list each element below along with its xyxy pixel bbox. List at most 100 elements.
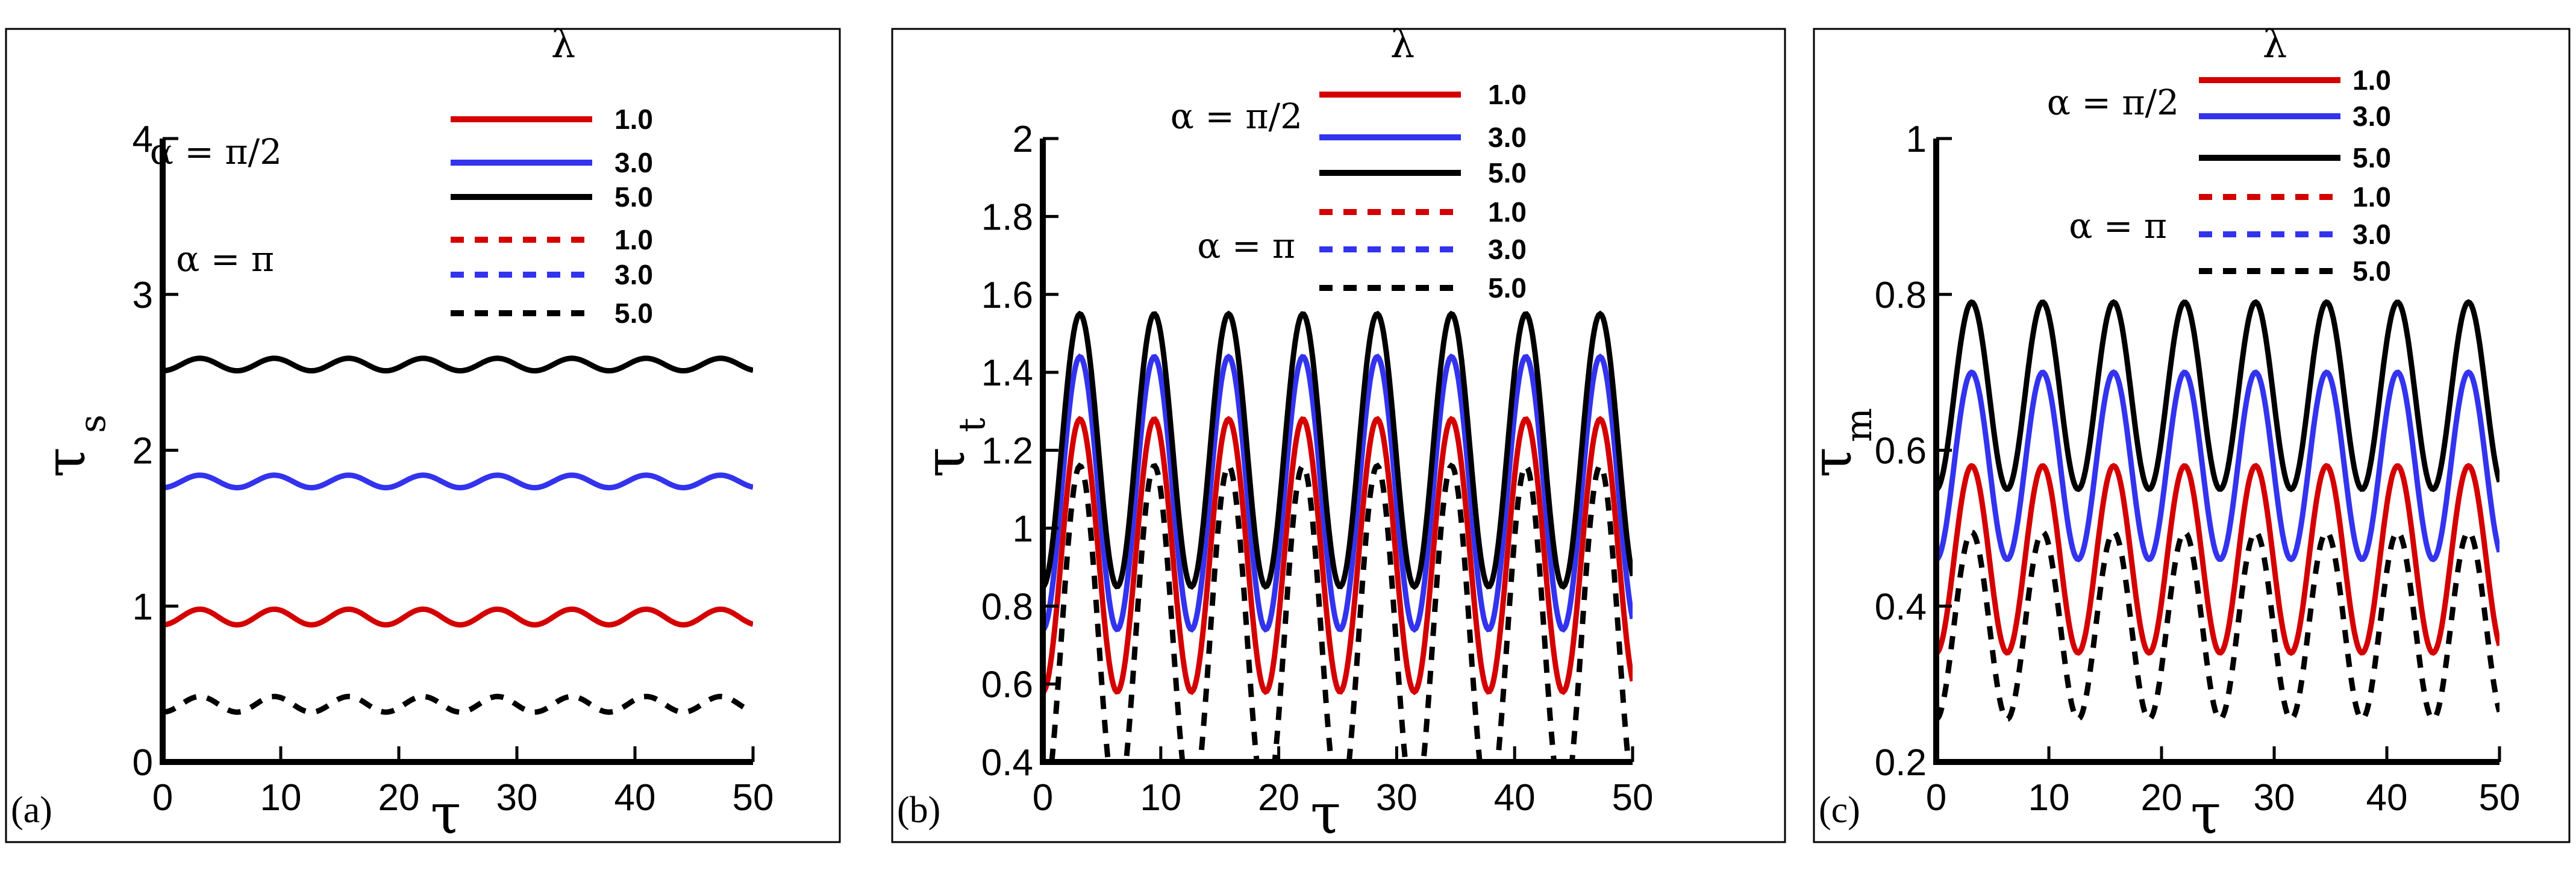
y-tick-label: 2 xyxy=(133,431,153,472)
x-tick-label: 50 xyxy=(733,777,774,819)
legend-entry-label: 1.0 xyxy=(1488,79,1527,110)
series-line-red-solid xyxy=(1043,416,1633,696)
legend: λ α = π/2 α = π 1.0 3.0 5.0 1.0 3.0 5.0 xyxy=(2047,22,2391,287)
legend-group-label: α = π/2 xyxy=(150,131,282,172)
legend-entry-label: 5.0 xyxy=(1488,157,1527,189)
y-axis-title-subscript: s xyxy=(72,414,114,433)
y-tick-label: 1.6 xyxy=(981,275,1033,316)
x-tick-label: 10 xyxy=(1140,777,1181,819)
panel-label: (a) xyxy=(11,790,52,831)
y-tick-label: 1 xyxy=(1906,119,1927,160)
series-line-blue-solid xyxy=(1936,369,2499,563)
legend-entry-label: 3.0 xyxy=(2352,101,2391,132)
y-tick-label: 1.2 xyxy=(981,431,1033,472)
legend-group-label: α = π/2 xyxy=(1171,96,1302,137)
legend-entry-label: 5.0 xyxy=(614,181,653,213)
legend-entry-label: 5.0 xyxy=(614,298,653,329)
legend-group-label: α = π xyxy=(2069,205,2167,246)
y-axis-title: τs xyxy=(33,414,114,478)
series-line-blue-solid xyxy=(163,472,753,491)
series-line-red-solid xyxy=(1936,463,2499,656)
legend-entry-label: 3.0 xyxy=(614,147,653,178)
legend-title: λ xyxy=(2263,22,2287,67)
y-tick-label: 1.8 xyxy=(981,196,1033,238)
x-tick-label: 40 xyxy=(1494,777,1536,819)
y-tick-label: 0.6 xyxy=(981,664,1033,706)
y-axis-title-symbol: τ xyxy=(913,447,977,478)
y-tick-label: 0 xyxy=(133,742,153,784)
legend-entry-label: 1.0 xyxy=(2352,181,2391,213)
series-line-blue-solid xyxy=(1043,353,1633,633)
legend-group-label: α = π xyxy=(1197,225,1295,266)
x-tick-label: 20 xyxy=(378,777,420,819)
legend-entry-label: 3.0 xyxy=(2352,219,2391,250)
y-axis-title: τt xyxy=(913,417,993,478)
y-tick-label: 1.4 xyxy=(981,352,1033,394)
panel-b: 0 10 20 30 40 500.40.60.811.21.41.61.82ττt(b)… xyxy=(891,22,1786,846)
x-tick-label: 10 xyxy=(2028,777,2070,819)
legend-title: λ xyxy=(1390,22,1415,67)
x-tick-label: 10 xyxy=(260,777,302,819)
series-line-black-solid xyxy=(163,355,753,373)
y-axis-title-subscript: m xyxy=(1838,408,1880,442)
legend-entry-label: 1.0 xyxy=(614,104,653,135)
series-line-black-solid xyxy=(1936,299,2499,493)
legend-group-label: α = π xyxy=(176,239,274,279)
legend-entry-label: 3.0 xyxy=(614,259,653,290)
x-tick-label: 50 xyxy=(1612,777,1654,819)
legend-entry-label: 5.0 xyxy=(1488,272,1527,304)
legend-entry-label: 3.0 xyxy=(1488,122,1527,153)
x-tick-label: 30 xyxy=(2254,777,2295,819)
y-tick-label: 0.4 xyxy=(981,742,1033,784)
series-line-red-solid xyxy=(163,606,753,628)
legend-entry-label: 3.0 xyxy=(1488,234,1527,265)
y-tick-label: 1 xyxy=(1013,508,1033,550)
y-tick-label: 0.6 xyxy=(1875,431,1927,472)
panel-frame xyxy=(891,28,1786,843)
legend-group-label: α = π/2 xyxy=(2047,82,2179,123)
legend-entry-label: 1.0 xyxy=(2352,64,2391,96)
y-tick-label: 0.4 xyxy=(1875,586,1927,628)
x-tick-label: 20 xyxy=(1258,777,1299,819)
series-line-black-dashed xyxy=(1049,462,1631,762)
series-group xyxy=(163,355,753,715)
x-tick-label: 40 xyxy=(614,777,656,819)
panel-label: (c) xyxy=(1819,790,1860,831)
series-group xyxy=(1936,299,2499,722)
x-tick-label: 50 xyxy=(2479,777,2521,819)
y-axis-title-symbol: τ xyxy=(33,447,98,478)
y-tick-label: 0.8 xyxy=(1875,275,1927,316)
y-tick-label: 2 xyxy=(1013,119,1033,160)
y-axis-title: τm xyxy=(1799,408,1880,478)
y-tick-label: 1 xyxy=(133,586,153,628)
series-line-black-dashed xyxy=(163,693,753,715)
x-tick-label: 0 xyxy=(1926,777,1946,819)
legend-entry-label: 1.0 xyxy=(614,224,653,255)
y-tick-label: 0.8 xyxy=(981,586,1033,628)
legend-entry-label: 1.0 xyxy=(1488,196,1527,228)
x-tick-label: 0 xyxy=(1033,777,1053,819)
legend-title: λ xyxy=(551,22,576,67)
x-axis-title: τ xyxy=(431,782,461,846)
x-axis-title: τ xyxy=(2190,782,2221,846)
x-tick-label: 20 xyxy=(2141,777,2183,819)
y-tick-label: 3 xyxy=(133,275,153,316)
x-tick-label: 0 xyxy=(152,777,173,819)
legend: λ α = π/2 α = π 1.0 3.0 5.0 1.0 3.0 5.0 xyxy=(1171,22,1527,304)
x-tick-label: 40 xyxy=(2366,777,2408,819)
y-tick-label: 0.2 xyxy=(1875,742,1927,784)
legend-entry-label: 5.0 xyxy=(2352,142,2391,173)
legend-entry-label: 5.0 xyxy=(2352,255,2391,287)
x-tick-label: 30 xyxy=(1376,777,1418,819)
y-axis-title-subscript: t xyxy=(951,417,993,432)
y-tick-label: 4 xyxy=(133,119,153,160)
x-axis-title: τ xyxy=(1310,782,1341,846)
panel-frame xyxy=(1813,28,2571,843)
legend: λα = π/2α = π1.03.05.01.03.05.0 xyxy=(150,22,653,329)
x-tick-label: 30 xyxy=(496,777,538,819)
y-axis-title-symbol: τ xyxy=(1799,447,1864,478)
series-line-black-solid xyxy=(1043,310,1633,590)
